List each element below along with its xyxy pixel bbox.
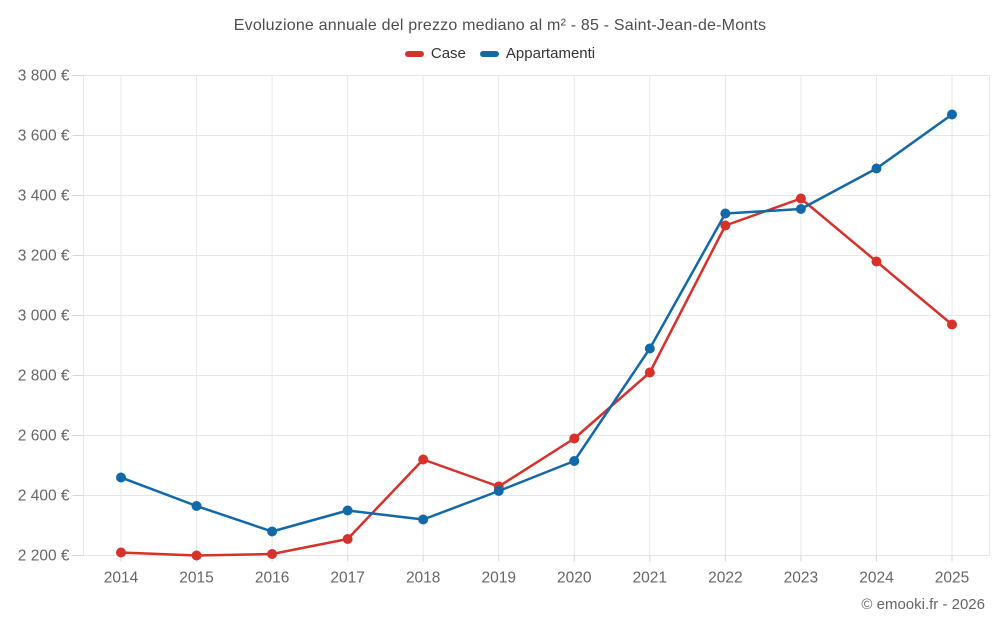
x-axis-label: 2021 — [633, 570, 667, 587]
data-point-case-2017[interactable] — [342, 534, 353, 544]
y-axis-label: 3 600 € — [18, 128, 70, 145]
data-point-appartamenti-2025[interactable] — [947, 109, 957, 120]
x-axis-label: 2020 — [557, 570, 592, 587]
y-axis-label: 3 800 € — [18, 68, 70, 85]
data-point-appartamenti-2014[interactable] — [116, 472, 126, 483]
legend-label-appartamenti: Appartamenti — [505, 45, 596, 62]
data-point-appartamenti-2015[interactable] — [191, 501, 202, 511]
y-axis-label: 2 800 € — [18, 368, 70, 385]
y-axis-label: 3 400 € — [18, 188, 70, 205]
x-axis-label: 2015 — [179, 570, 213, 587]
x-axis-label: 2025 — [935, 570, 969, 587]
data-point-case-2020[interactable] — [569, 433, 580, 444]
appartamenti-series-swatch-icon — [479, 50, 499, 57]
data-point-appartamenti-2016[interactable] — [267, 526, 278, 537]
series-line-case — [119, 197, 954, 557]
x-axis-label: 2016 — [255, 570, 289, 587]
data-point-case-2025[interactable] — [947, 319, 957, 330]
data-point-appartamenti-2022[interactable] — [720, 208, 731, 219]
legend-item-case[interactable]: Case — [404, 45, 466, 62]
data-point-case-2018[interactable] — [418, 454, 429, 465]
legend-label-case: Case — [430, 45, 466, 62]
y-axis-label: 3 200 € — [18, 248, 70, 265]
data-point-case-2021[interactable] — [644, 367, 655, 378]
data-point-case-2016[interactable] — [267, 549, 278, 559]
data-point-case-2015[interactable] — [191, 550, 202, 561]
data-point-case-2024[interactable] — [871, 256, 882, 267]
x-axis-label: 2014 — [104, 570, 139, 587]
data-point-appartamenti-2020[interactable] — [569, 456, 580, 466]
chart-legend: Case Appartamenti — [0, 45, 1000, 62]
data-point-appartamenti-2024[interactable] — [871, 163, 882, 174]
data-point-appartamenti-2023[interactable] — [795, 204, 806, 214]
y-axis-label: 2 600 € — [18, 428, 70, 445]
x-axis-label: 2023 — [784, 570, 818, 587]
data-point-case-2022[interactable] — [720, 220, 731, 231]
chart-title: Evoluzione annuale del prezzo mediano al… — [233, 17, 767, 34]
x-axis-label: 2019 — [481, 570, 515, 587]
data-point-appartamenti-2018[interactable] — [418, 514, 429, 525]
legend-item-appartamenti[interactable]: Appartamenti — [479, 45, 596, 62]
y-axis-label: 3 000 € — [18, 308, 70, 325]
series-line-appartamenti — [119, 113, 954, 533]
case-series-swatch-icon — [404, 50, 424, 57]
data-point-appartamenti-2019[interactable] — [493, 486, 504, 496]
x-axis-label: 2017 — [330, 570, 364, 587]
data-point-case-2014[interactable] — [116, 547, 126, 558]
copyright-footer: © emooki.fr - 2026 — [861, 596, 985, 613]
data-point-appartamenti-2021[interactable] — [644, 343, 655, 354]
data-point-appartamenti-2017[interactable] — [342, 505, 353, 516]
data-point-case-2023[interactable] — [795, 193, 806, 204]
y-axis-label: 2 200 € — [18, 548, 70, 565]
x-axis-label: 2022 — [708, 570, 742, 587]
x-axis-label: 2024 — [859, 570, 894, 587]
x-axis-label: 2018 — [406, 570, 440, 587]
y-axis-label: 2 400 € — [18, 488, 70, 505]
